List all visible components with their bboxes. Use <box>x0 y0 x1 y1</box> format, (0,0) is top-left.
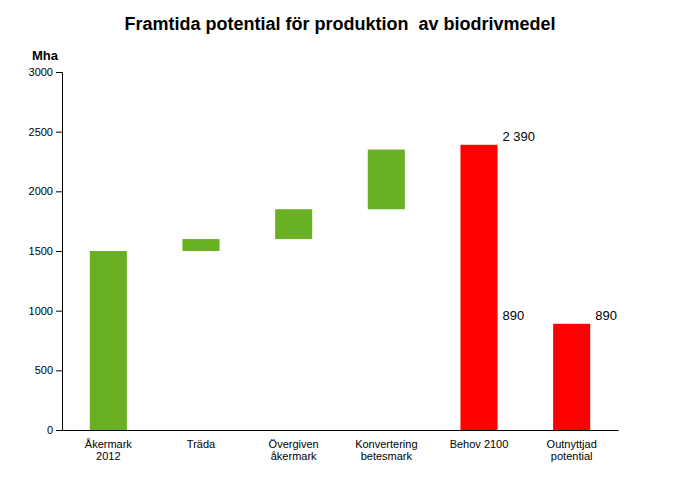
x-tick-label: Träda <box>187 438 216 450</box>
y-tick-mark <box>56 191 62 192</box>
y-tick: 500 <box>35 364 62 376</box>
x-tick-label: Åkermark2012 <box>85 438 133 463</box>
y-tick-label: 1500 <box>29 245 53 257</box>
x-axis: Åkermark2012 Träda Övergivenåkermark Konver… <box>63 431 619 463</box>
x-tick: Åkermark2012 <box>85 438 133 463</box>
y-label: Mha <box>32 48 59 63</box>
y-tick: 3000 <box>29 66 62 78</box>
y-tick: 2500 <box>29 126 62 138</box>
bars <box>90 145 590 430</box>
bar <box>275 209 312 239</box>
y-axis: 0 500 1000 1500 2000 2500 3000 <box>29 66 63 436</box>
y-tick-label: 500 <box>35 364 53 376</box>
annotations: 2 390 890 890 <box>503 129 617 323</box>
y-tick-label: 2500 <box>29 126 53 138</box>
y-tick-mark <box>56 430 62 431</box>
y-tick-mark <box>56 72 62 73</box>
bar <box>368 150 405 210</box>
x-tick-label: Outnyttjadpotential <box>547 438 597 463</box>
plot: 0 500 1000 1500 2000 2500 3000 Åkermark2012 Träd… <box>29 66 619 462</box>
y-tick: 1500 <box>29 245 62 257</box>
bar <box>182 239 219 251</box>
y-tick-mark <box>56 370 62 371</box>
x-tick: Behov 2100 <box>450 438 509 450</box>
bar <box>460 145 497 430</box>
y-tick: 0 <box>47 424 62 436</box>
x-tick: Träda <box>187 438 216 450</box>
annotation: 2 390 <box>503 129 536 144</box>
y-tick-label: 0 <box>47 424 53 436</box>
annotation: 890 <box>595 308 617 323</box>
x-tick: Outnyttjadpotential <box>547 438 597 463</box>
x-axis-line <box>63 430 619 431</box>
y-tick-label: 3000 <box>29 66 53 78</box>
y-tick-mark <box>56 132 62 133</box>
x-tick-label: Övergivenåkermark <box>269 438 319 463</box>
bar <box>553 324 590 430</box>
y-tick-mark <box>56 311 62 312</box>
y-axis-line <box>56 73 63 431</box>
y-tick-label: 2000 <box>29 185 53 197</box>
x-tick-label: Behov 2100 <box>450 438 509 450</box>
y-tick: 1000 <box>29 305 62 317</box>
y-tick-label: 1000 <box>29 305 53 317</box>
annotation: 890 <box>503 308 525 323</box>
y-tick: 2000 <box>29 185 62 197</box>
x-tick: Övergivenåkermark <box>269 438 319 463</box>
bar <box>90 251 127 430</box>
x-tick-label: Konverteringbetesmark <box>355 438 417 463</box>
chart: 0 500 1000 1500 2000 2500 3000 Åkermark2012 Träd… <box>0 0 688 488</box>
title: Framtida potential för produktion av bio… <box>124 14 555 34</box>
x-tick: Konverteringbetesmark <box>355 438 417 463</box>
y-tick-mark <box>56 251 62 252</box>
